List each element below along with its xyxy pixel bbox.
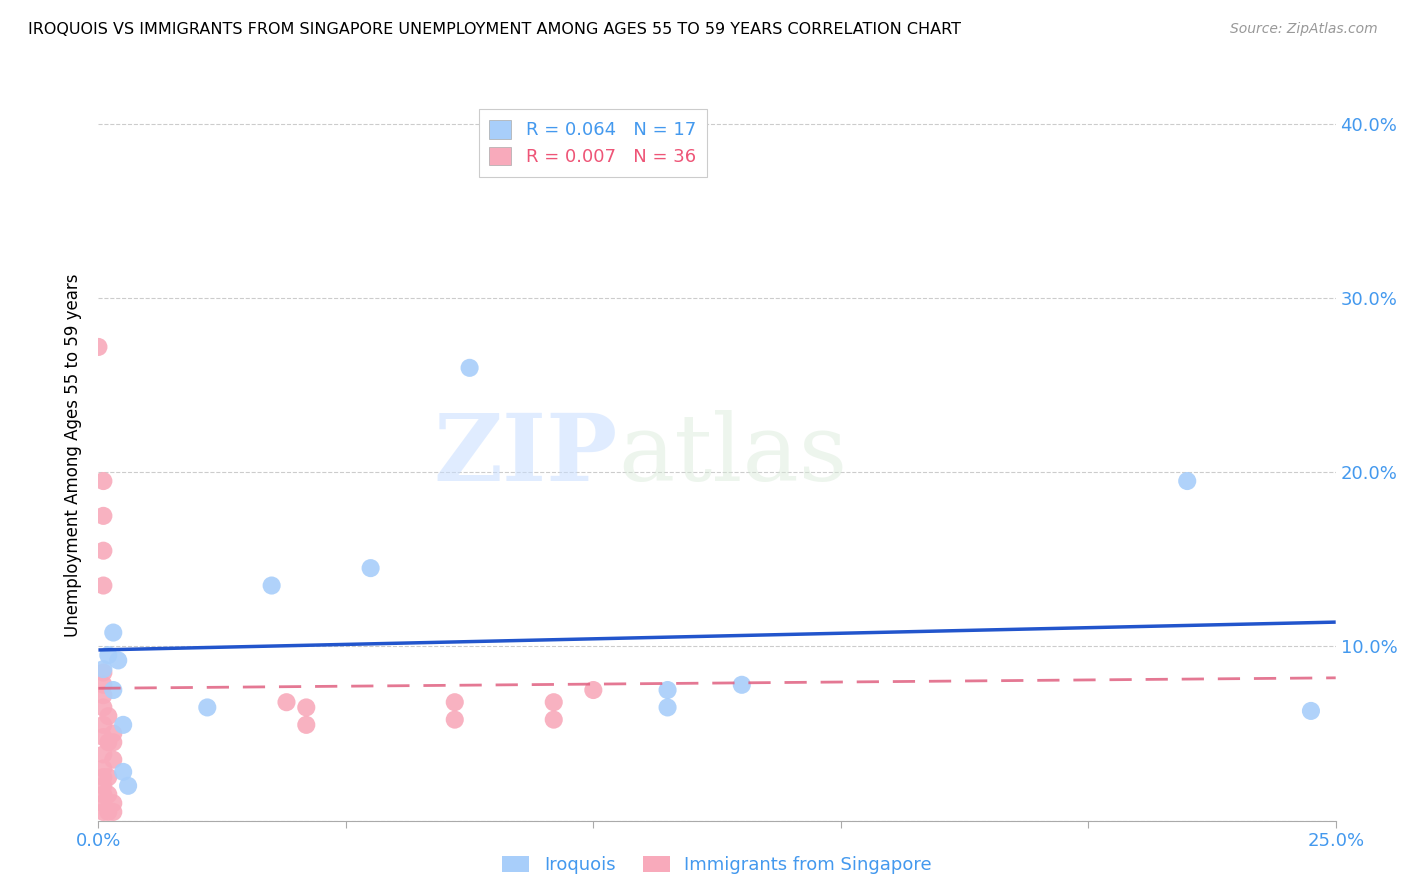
- Point: [93, 796, 115, 810]
- Point: [117, 779, 139, 793]
- Point: [97, 788, 120, 802]
- Point: [93, 543, 115, 558]
- Point: [93, 747, 115, 762]
- Point: [93, 662, 115, 676]
- Point: [93, 665, 115, 680]
- Point: [97, 648, 120, 663]
- Point: [112, 764, 135, 779]
- Point: [93, 718, 115, 732]
- Point: [103, 805, 125, 819]
- Point: [260, 578, 283, 592]
- Point: [443, 713, 465, 727]
- Point: [103, 683, 125, 698]
- Point: [107, 653, 129, 667]
- Point: [93, 761, 115, 775]
- Point: [731, 678, 754, 692]
- Point: [93, 700, 115, 714]
- Point: [93, 688, 115, 702]
- Point: [458, 360, 481, 375]
- Point: [657, 683, 679, 698]
- Text: ZIP: ZIP: [434, 410, 619, 500]
- Point: [93, 770, 115, 784]
- Text: atlas: atlas: [619, 410, 848, 500]
- Point: [443, 695, 465, 709]
- Point: [93, 508, 115, 523]
- Point: [97, 770, 120, 784]
- Point: [103, 753, 125, 767]
- Point: [103, 726, 125, 740]
- Point: [543, 695, 565, 709]
- Text: Source: ZipAtlas.com: Source: ZipAtlas.com: [1230, 22, 1378, 37]
- Point: [97, 709, 120, 723]
- Point: [195, 700, 218, 714]
- Legend: Iroquois, Immigrants from Singapore: Iroquois, Immigrants from Singapore: [495, 848, 939, 881]
- Point: [112, 718, 135, 732]
- Point: [360, 561, 382, 575]
- Point: [103, 735, 125, 749]
- Point: [87, 340, 110, 354]
- Point: [657, 700, 679, 714]
- Point: [93, 578, 115, 592]
- Point: [1175, 474, 1198, 488]
- Text: IROQUOIS VS IMMIGRANTS FROM SINGAPORE UNEMPLOYMENT AMONG AGES 55 TO 59 YEARS COR: IROQUOIS VS IMMIGRANTS FROM SINGAPORE UN…: [28, 22, 962, 37]
- Point: [276, 695, 298, 709]
- Point: [93, 805, 115, 819]
- Point: [93, 779, 115, 793]
- Point: [93, 474, 115, 488]
- Point: [582, 683, 605, 698]
- Point: [93, 678, 115, 692]
- Point: [1299, 704, 1322, 718]
- Point: [295, 700, 318, 714]
- Point: [97, 805, 120, 819]
- Y-axis label: Unemployment Among Ages 55 to 59 years: Unemployment Among Ages 55 to 59 years: [65, 273, 83, 637]
- Point: [103, 796, 125, 810]
- Point: [295, 718, 318, 732]
- Point: [93, 788, 115, 802]
- Point: [103, 625, 125, 640]
- Point: [543, 713, 565, 727]
- Point: [97, 735, 120, 749]
- Point: [93, 730, 115, 744]
